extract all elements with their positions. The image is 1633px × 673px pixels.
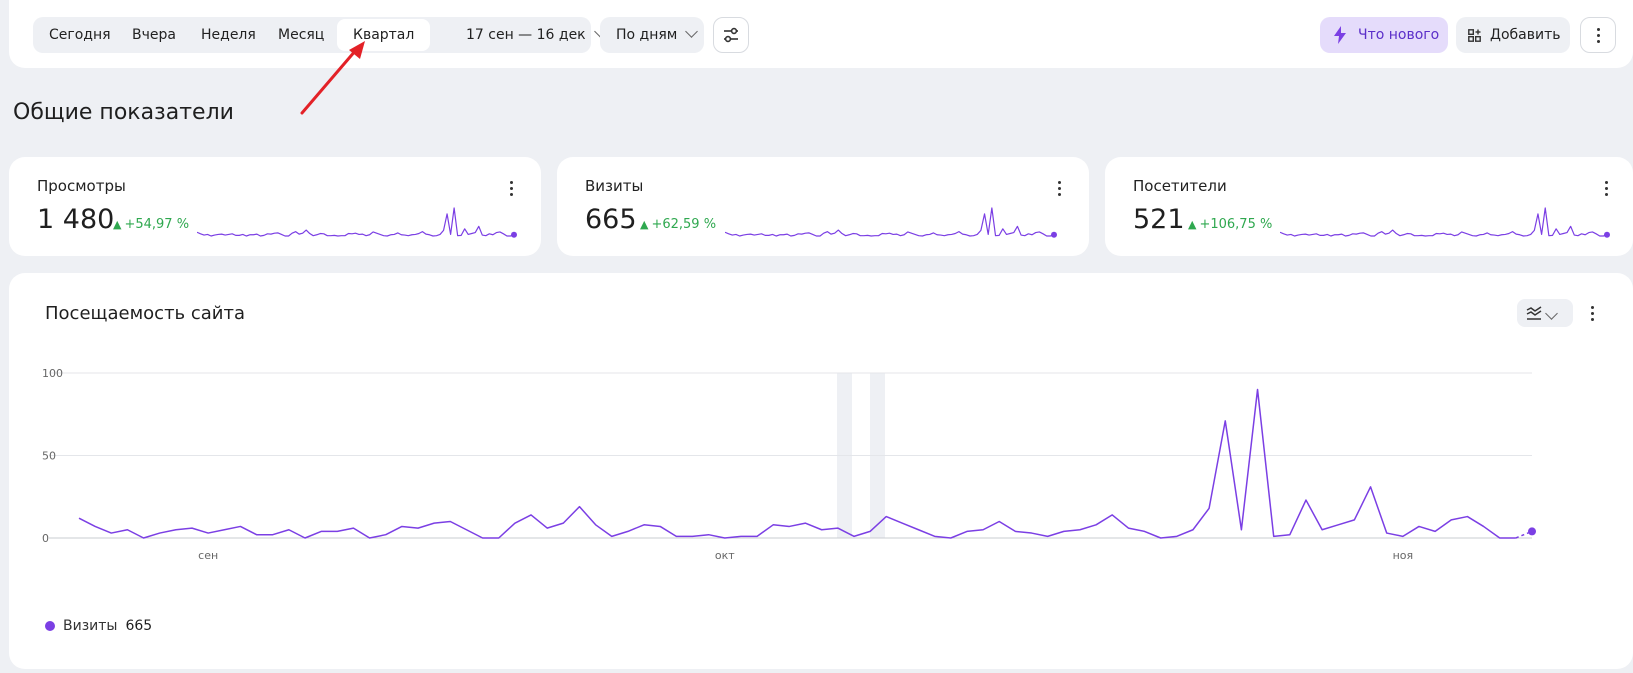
metric-card-pageviews[interactable]: Просмотры 1 480 ▲ +54,97 % [9, 157, 541, 256]
up-triangle-icon: ▲ [113, 218, 122, 231]
period-quarter[interactable]: Квартал [337, 19, 431, 51]
series-line-visits [78, 388, 1516, 539]
section-title: Общие показатели [13, 100, 234, 125]
filter-settings-button[interactable] [713, 17, 749, 53]
add-label: Добавить [1490, 27, 1561, 43]
sparkline [197, 207, 517, 238]
chart-type-button[interactable] [1517, 299, 1573, 327]
card-delta-value: +106,75 % [1199, 217, 1273, 232]
traffic-chart-card: Посещаемость сайта 100500сеноктноядек Ви… [9, 273, 1633, 669]
up-triangle-icon: ▲ [1188, 218, 1197, 231]
grouping-dropdown[interactable]: По дням [600, 17, 704, 53]
add-widget-button[interactable]: Добавить [1456, 17, 1570, 53]
card-label: Визиты [585, 177, 644, 195]
up-triangle-icon: ▲ [640, 218, 649, 231]
card-menu-icon[interactable] [1605, 181, 1609, 199]
y-tick-label: 0 [42, 532, 49, 545]
date-range-label: 17 сен — 16 дек [466, 27, 586, 43]
legend-label: Визиты [63, 618, 118, 634]
more-vertical-icon [1597, 28, 1601, 46]
sparkline [725, 207, 1057, 238]
chart-title: Посещаемость сайта [45, 303, 246, 324]
legend-value: 665 [125, 618, 153, 634]
x-tick-label: ноя [1393, 549, 1414, 562]
chevron-down-icon [685, 25, 699, 38]
sparkline [1280, 207, 1610, 238]
sparkline-path [725, 207, 1055, 237]
lightning-icon [1334, 26, 1346, 44]
card-delta-value: +54,97 % [124, 217, 190, 232]
period-month[interactable]: Месяц [278, 27, 325, 43]
period-selector: Сегодня Вчера Неделя Месяц Квартал 17 се… [33, 17, 607, 53]
card-delta-value: +62,59 % [651, 217, 717, 232]
sparkline-last-point [1604, 231, 1610, 238]
period-week[interactable]: Неделя [201, 27, 256, 43]
sliders-icon [724, 27, 738, 43]
more-menu-button[interactable] [1580, 17, 1616, 53]
annotation-arrow [300, 41, 365, 115]
sparkline-last-point [1051, 231, 1057, 238]
sparkline-last-point [511, 231, 517, 238]
whats-new-button[interactable]: Что нового [1320, 17, 1448, 53]
card-label: Просмотры [37, 177, 126, 195]
whats-new-label: Что нового [1358, 27, 1440, 43]
sparkline-path [197, 207, 515, 237]
card-value: 665 [585, 204, 637, 235]
chart-menu-icon[interactable] [1591, 306, 1595, 324]
period-today[interactable]: Сегодня [49, 27, 111, 43]
x-tick-label: окт [715, 549, 735, 562]
card-label: Посетители [1133, 177, 1227, 195]
visits-line-chart: 100500сеноктноядек [42, 367, 1536, 562]
last-point-marker [1528, 527, 1536, 536]
sparkline-path [1280, 207, 1608, 237]
card-delta: ▲ +106,75 % [1188, 217, 1272, 232]
card-delta: ▲ +54,97 % [113, 217, 189, 232]
card-menu-icon[interactable] [1058, 181, 1062, 199]
card-value: 521 [1133, 204, 1185, 235]
y-tick-label: 50 [42, 450, 56, 463]
y-tick-label: 100 [42, 367, 63, 380]
metric-card-visitors[interactable]: Посетители 521 ▲ +106,75 % [1105, 157, 1633, 256]
date-range-dropdown[interactable]: 17 сен — 16 дек [450, 19, 607, 51]
widgets-icon [1468, 29, 1481, 42]
period-yesterday[interactable]: Вчера [132, 27, 176, 43]
card-value: 1 480 [37, 204, 115, 235]
x-tick-label: сен [198, 549, 218, 562]
card-delta: ▲ +62,59 % [640, 217, 716, 232]
legend-dot [45, 621, 55, 631]
line-chart-icon [1526, 306, 1542, 320]
chart-legend[interactable]: Визиты 665 [45, 618, 152, 634]
card-menu-icon[interactable] [510, 181, 514, 199]
metric-card-visits[interactable]: Визиты 665 ▲ +62,59 % [557, 157, 1089, 256]
grouping-label: По дням [616, 27, 678, 43]
